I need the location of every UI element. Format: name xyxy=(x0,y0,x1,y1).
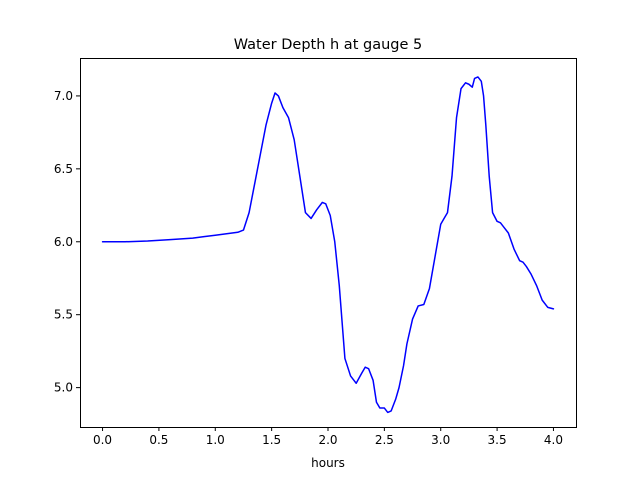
x-tick-label: 3.0 xyxy=(431,433,450,447)
y-tick-label: 6.0 xyxy=(54,235,73,249)
x-axis-label: hours xyxy=(311,456,345,470)
x-tick-label: 2.5 xyxy=(375,433,394,447)
x-axis: 0.0 0.5 1.0 1.5 2.0 2.5 3.0 3.5 4.0 xyxy=(93,427,563,447)
x-tick-label: 1.5 xyxy=(262,433,281,447)
series-line-0 xyxy=(101,76,555,414)
y-tick-label: 6.5 xyxy=(54,162,73,176)
y-tick-label: 5.5 xyxy=(54,308,73,322)
x-tick-label: 2.0 xyxy=(318,433,337,447)
series-layer xyxy=(101,76,555,414)
y-tick-label: 5.0 xyxy=(54,381,73,395)
x-tick-label: 4.0 xyxy=(544,433,563,447)
x-tick-label: 0.0 xyxy=(93,433,112,447)
plot-frame xyxy=(80,58,577,428)
x-tick-label: 1.0 xyxy=(206,433,225,447)
x-tick-label: 3.5 xyxy=(488,433,507,447)
chart-title: Water Depth h at gauge 5 xyxy=(234,37,422,53)
y-tick-label: 7.0 xyxy=(54,89,73,103)
y-axis: 5.0 5.5 6.0 6.5 7.0 xyxy=(54,89,80,395)
x-tick-label: 0.5 xyxy=(149,433,168,447)
